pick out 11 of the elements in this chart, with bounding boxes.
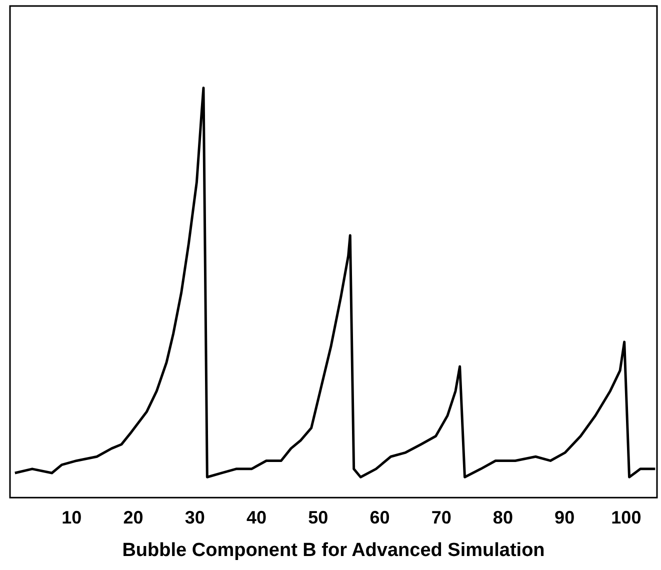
x-tick-label: 70: [431, 507, 452, 528]
x-tick-label: 60: [370, 507, 390, 528]
x-tick-label: 10: [62, 507, 82, 528]
x-tick-label: 50: [308, 507, 328, 528]
x-tick-label: 20: [123, 507, 144, 528]
x-tick-label: 40: [246, 507, 266, 528]
x-axis-title: Bubble Component B for Advanced Simulation: [122, 540, 545, 561]
x-tick-label: 30: [184, 507, 205, 528]
x-tick-label: 90: [554, 507, 575, 528]
x-tick-label: 80: [492, 507, 513, 528]
x-tick-label: 100: [611, 507, 642, 528]
